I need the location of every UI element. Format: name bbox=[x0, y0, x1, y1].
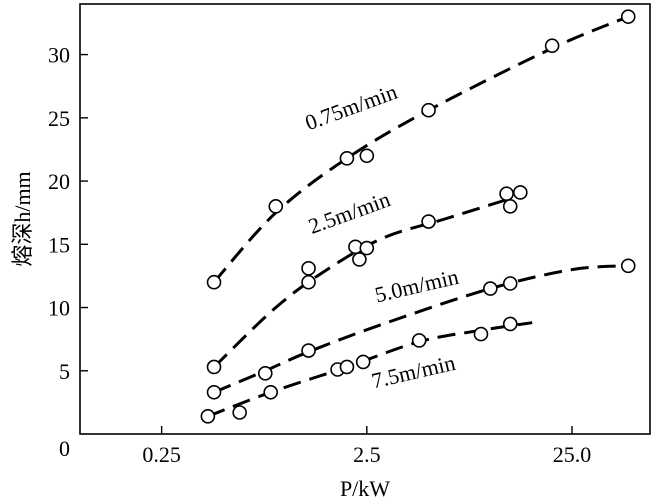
x-tick-label: 25.0 bbox=[553, 442, 592, 467]
data-point bbox=[513, 185, 528, 200]
series-label: 0.75m/min bbox=[302, 79, 401, 135]
data-point bbox=[206, 384, 222, 400]
series-curves bbox=[207, 15, 629, 418]
data-point bbox=[499, 186, 514, 202]
data-point bbox=[206, 274, 222, 290]
data-point bbox=[544, 38, 560, 54]
data-point bbox=[200, 408, 216, 424]
data-point bbox=[232, 405, 247, 420]
data-point bbox=[620, 9, 636, 24]
data-point bbox=[339, 359, 355, 375]
data-point bbox=[206, 359, 222, 375]
y-axis-label: 熔深h/mm bbox=[10, 171, 35, 266]
data-point bbox=[355, 354, 371, 370]
series-points bbox=[200, 9, 636, 424]
data-point bbox=[483, 281, 498, 296]
data-point bbox=[421, 214, 436, 229]
y-tick-label: 15 bbox=[48, 232, 70, 257]
y-axis-ticks: 0 5 10 15 20 25 30 bbox=[48, 43, 88, 461]
y-tick-label: 30 bbox=[48, 43, 70, 68]
series-label: 7.5m/min bbox=[369, 350, 457, 393]
x-tick-label: 0.25 bbox=[142, 442, 181, 467]
data-point bbox=[359, 148, 375, 164]
data-point bbox=[502, 199, 518, 214]
data-point bbox=[268, 199, 284, 214]
data-point bbox=[301, 261, 316, 276]
y-tick-label: 20 bbox=[48, 169, 70, 194]
series-curve bbox=[212, 196, 515, 369]
data-point bbox=[301, 274, 316, 290]
data-point bbox=[620, 258, 636, 274]
plot-border bbox=[79, 3, 651, 435]
data-point bbox=[421, 102, 436, 118]
data-point bbox=[411, 333, 427, 348]
data-point bbox=[502, 276, 518, 291]
y-tick-label: 5 bbox=[59, 359, 70, 384]
y-tick-label: 10 bbox=[48, 296, 70, 321]
data-point bbox=[301, 343, 316, 358]
data-point bbox=[359, 240, 375, 256]
plot-frame bbox=[79, 3, 651, 435]
data-point bbox=[502, 316, 518, 332]
y-tick-label: 25 bbox=[48, 106, 70, 131]
data-point bbox=[352, 252, 367, 267]
series-curve bbox=[212, 15, 629, 284]
x-axis-label: P/kW bbox=[340, 476, 390, 501]
data-point bbox=[257, 365, 273, 381]
series-label: 2.5m/min bbox=[305, 186, 393, 239]
x-tick-label: 2.5 bbox=[353, 442, 381, 467]
data-point bbox=[263, 384, 278, 400]
data-point bbox=[339, 150, 355, 166]
x-axis-ticks: 0.25 2.5 25.0 bbox=[142, 426, 591, 467]
data-point bbox=[473, 326, 489, 342]
series-curve bbox=[207, 321, 533, 418]
y-tick-label: 0 bbox=[59, 436, 70, 461]
